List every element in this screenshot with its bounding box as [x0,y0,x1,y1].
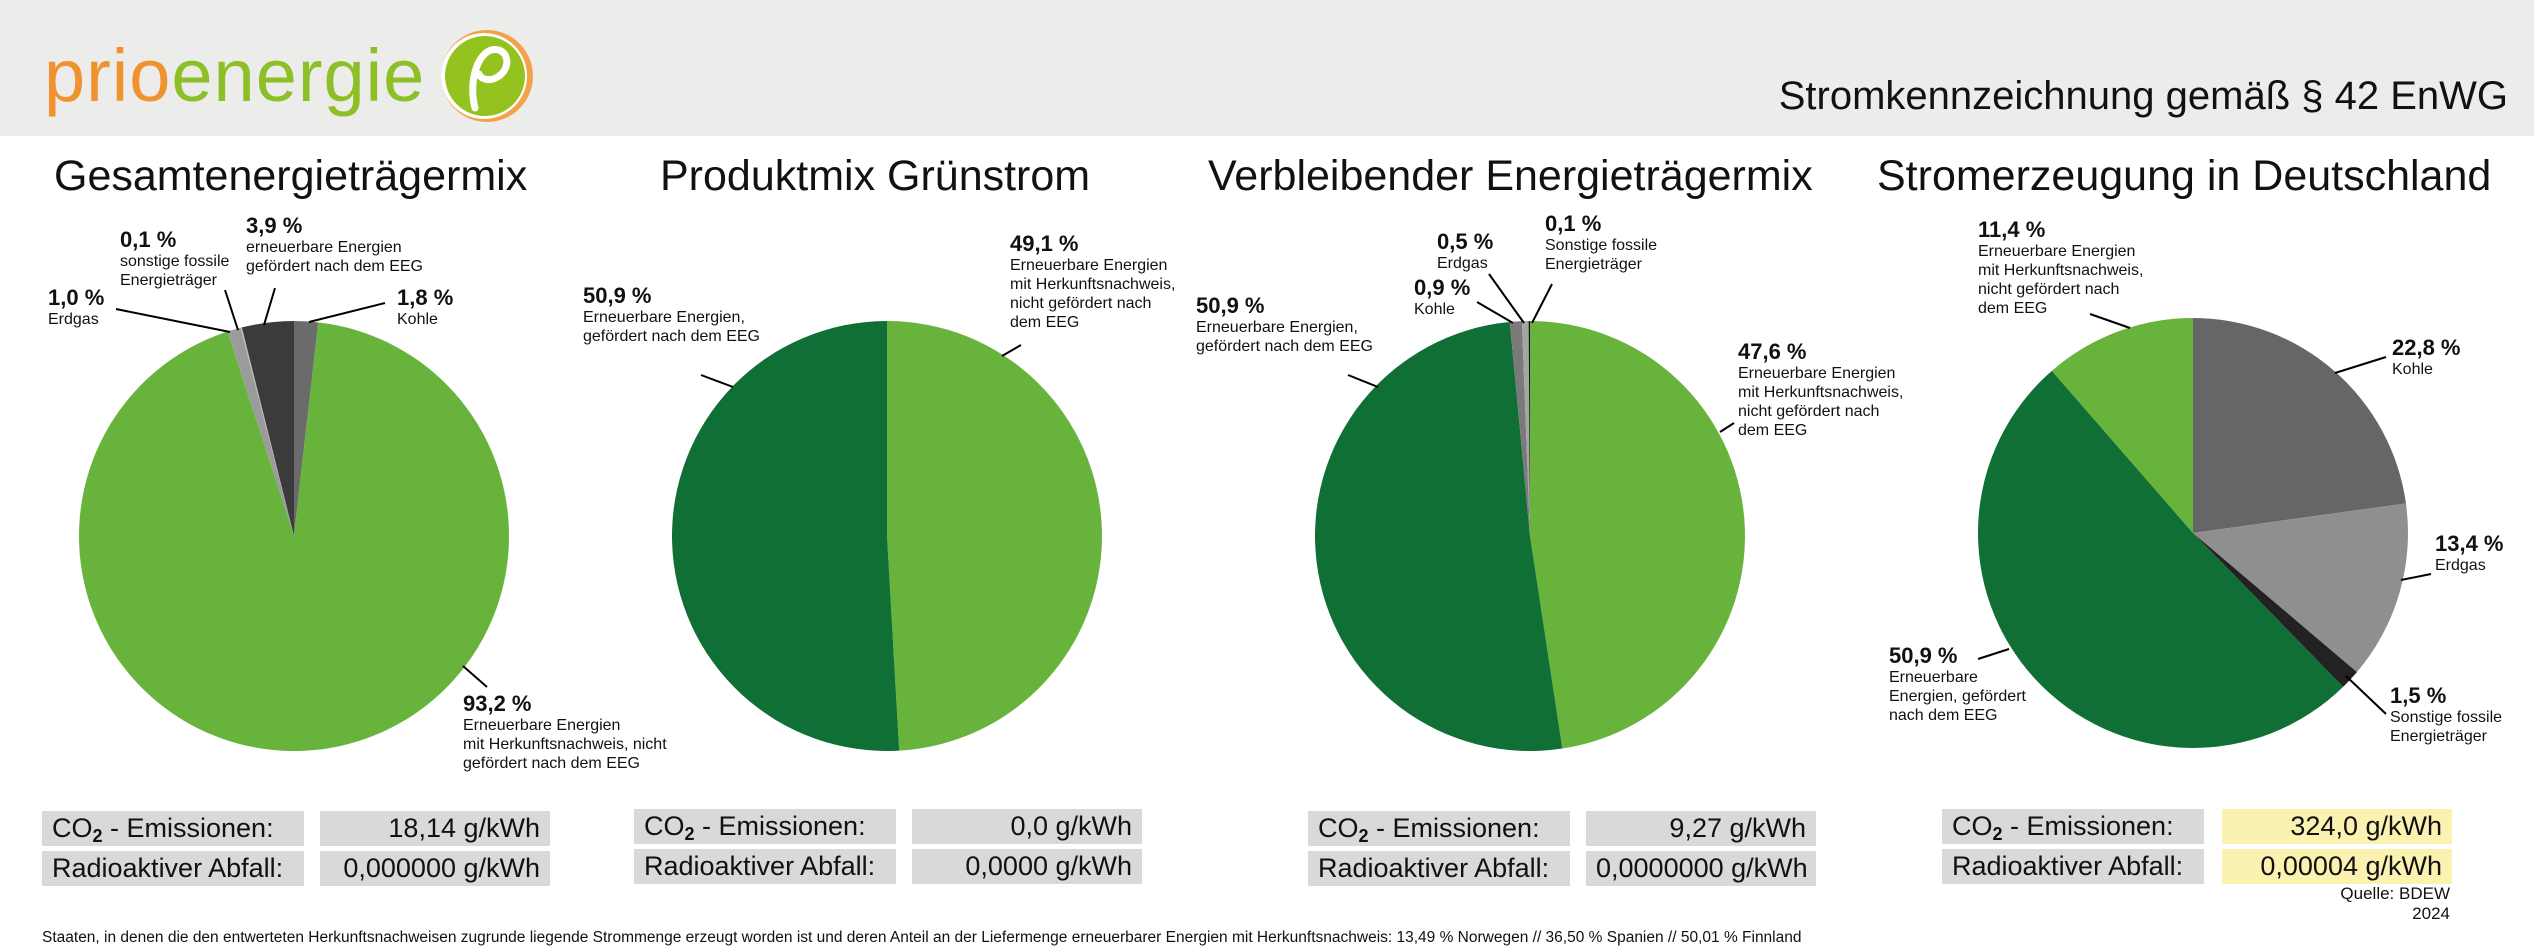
waste-value: 0,000000 g/kWh [320,851,550,886]
co2-value: 18,14 g/kWh [320,811,550,846]
pie-slice [2193,318,2406,533]
leader-line [263,287,276,326]
pie-slice [294,321,319,536]
logo-prio-text: prio [44,34,172,117]
waste-label: Radioaktiver Abfall: [1942,849,2204,884]
slice-label-sonstige: 0,1 % Sonstige fossile Energieträger [1545,211,1658,274]
slice-label-erneuerbar-hkn: 49,1 % Erneuerbare Energien mit Herkunfts… [1010,231,1176,332]
waste-label: Radioaktiver Abfall: [1308,851,1570,886]
leader-line [1476,301,1514,324]
pie-slice [1521,321,1530,536]
waste-label: Radioaktiver Abfall: [634,849,896,884]
leader-line [2089,313,2131,329]
slice-label-kohle: 22,8 % Kohle [2392,335,2461,379]
chart-title-produktmix: Produktmix Grünstrom [660,152,1091,200]
waste-value: 0,0000 g/kWh [912,849,1142,884]
leader-line [1488,273,1525,324]
pie-slice [2193,503,2408,673]
slice-label-sonstige: 1,5 % Sonstige fossile Energieträger [2390,683,2503,746]
pie-slice [1528,321,1530,536]
pie-slice [1509,321,1530,536]
slice-label-erneuerbar-hkn: 47,6 % Erneuerbare Energien mit Herkunfts… [1738,339,1904,440]
chart-title-gesamt: Gesamtenergieträgermix [54,152,528,200]
leader-line [2400,573,2432,581]
pie-slice [2193,533,2357,687]
source-note: Quelle: BDEW 2024 [2340,884,2450,923]
pie-4 [1977,318,2408,749]
leader-line [115,308,231,333]
leader-line [308,302,386,323]
header: prio energie Stromkennzeichnung gemäß § 4… [0,0,2534,136]
slice-label-eeg: 50,9 % Erneuerbare Energien, gefördert na… [583,283,760,346]
co2-label: CO2 - Emissionen: [42,811,304,846]
slice-label-eeg: 50,9 % Erneuerbare Energien, gefördert na… [1196,293,1373,356]
footnote: Staaten, in denen die den entwerteten He… [42,929,1802,946]
document-title: Stromkennzeichnung gemäß § 42 EnWG [1778,74,2508,118]
leader-line [2334,356,2387,374]
slice-label-eeg: 50,9 % Erneuerbare Energien, gefördert na… [1889,643,2026,725]
pie-slice [887,321,1102,751]
leader-line [700,374,734,388]
leader-line [1719,422,1735,433]
pie-slice [1314,321,1563,751]
pie-2 [671,321,1102,751]
pie-slice [241,321,294,536]
co2-label: CO2 - Emissionen: [1308,811,1570,846]
pie-1 [79,321,510,752]
leader-line [2345,675,2387,715]
co2-value: 9,27 g/kWh [1586,811,1816,846]
slice-label-kohle: 0,9 % Kohle [1414,275,1471,319]
co2-value: 324,0 g/kWh [2222,809,2452,844]
waste-value: 0,0000000 g/kWh [1586,851,1816,886]
waste-value: 0,00004 g/kWh [2222,849,2452,884]
slice-label-erdgas: 0,5 % Erdgas [1437,229,1494,273]
logo-p-icon [441,30,534,122]
slice-label-erneuerbar-hkn: 93,2 % Erneuerbare Energien mit Herkunfts… [463,691,667,773]
leader-lines [115,273,2432,715]
slice-label-eeg: 3,9 % erneuerbare Energien gefördert nach… [246,213,423,276]
co2-value: 0,0 g/kWh [912,809,1142,844]
slice-label-erneuerbar-hkn: 11,4 % Erneuerbare Energien mit Herkunfts… [1978,217,2144,318]
pie-slice [1530,321,1745,749]
leader-line [1531,283,1553,324]
chart-title-deutschland: Stromerzeugung in Deutschland [1877,152,2492,200]
pie-slice [671,321,900,751]
pie-slice [227,327,294,536]
leader-line [462,665,488,688]
logo-energie-text: energie [171,34,426,117]
slice-label-sonstige: 0,1 % sonstige fossile Energieträger [120,227,230,290]
slice-label-kohle: 1,8 % Kohle [397,285,454,329]
leader-line [1001,344,1022,357]
waste-label: Radioaktiver Abfall: [42,851,304,886]
pie-3 [1314,321,1745,751]
slice-label-erdgas: 13,4 % Erdgas [2435,531,2504,575]
pie-slice [2051,318,2193,533]
slice-label-erdgas: 1,0 % Erdgas [48,285,105,329]
leader-line [1347,374,1379,388]
co2-label: CO2 - Emissionen: [1942,809,2204,844]
prioenergie-logo: prio energie [44,26,535,126]
leader-line [224,289,239,331]
pie-slice [79,322,510,752]
leader-line [1977,648,2010,660]
pie-slice [1977,370,2344,749]
co2-label: CO2 - Emissionen: [634,809,896,844]
pie-slice [240,327,294,536]
chart-title-verbleibend: Verbleibender Energieträgermix [1208,152,1813,200]
